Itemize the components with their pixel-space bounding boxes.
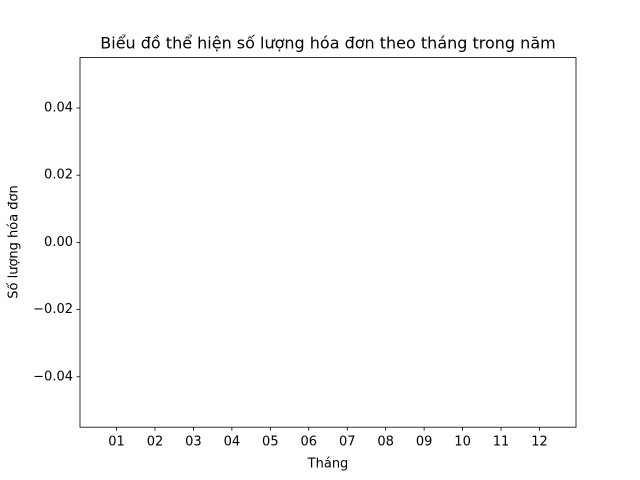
x-tick-label: 11 xyxy=(493,435,510,450)
x-tick-label: 07 xyxy=(339,435,356,450)
y-axis-label: Số lượng hóa đơn xyxy=(7,185,22,299)
x-tick-label: 01 xyxy=(108,435,125,450)
x-tick-label: 02 xyxy=(147,435,164,450)
x-tick-label: 05 xyxy=(262,435,279,450)
axes-frame xyxy=(79,57,577,428)
x-tick-label: 08 xyxy=(377,435,394,450)
y-tick-label: 0.00 xyxy=(44,235,73,250)
x-axis-label: Tháng xyxy=(307,457,349,472)
x-tick-label: 06 xyxy=(301,435,318,450)
chart-title: Biểu đồ thể hiện số lượng hóa đơn theo t… xyxy=(100,34,555,53)
x-tick-label: 04 xyxy=(224,435,241,450)
y-tick-label: 0.04 xyxy=(44,101,73,116)
y-tick-label: 0.02 xyxy=(44,168,73,183)
y-tick-label: −0.04 xyxy=(33,369,73,384)
x-tick-label: 09 xyxy=(416,435,433,450)
y-tick-label: −0.02 xyxy=(33,302,73,317)
x-tick-label: 12 xyxy=(531,435,548,450)
x-tick-label: 10 xyxy=(454,435,471,450)
x-tick-label: 03 xyxy=(185,435,202,450)
